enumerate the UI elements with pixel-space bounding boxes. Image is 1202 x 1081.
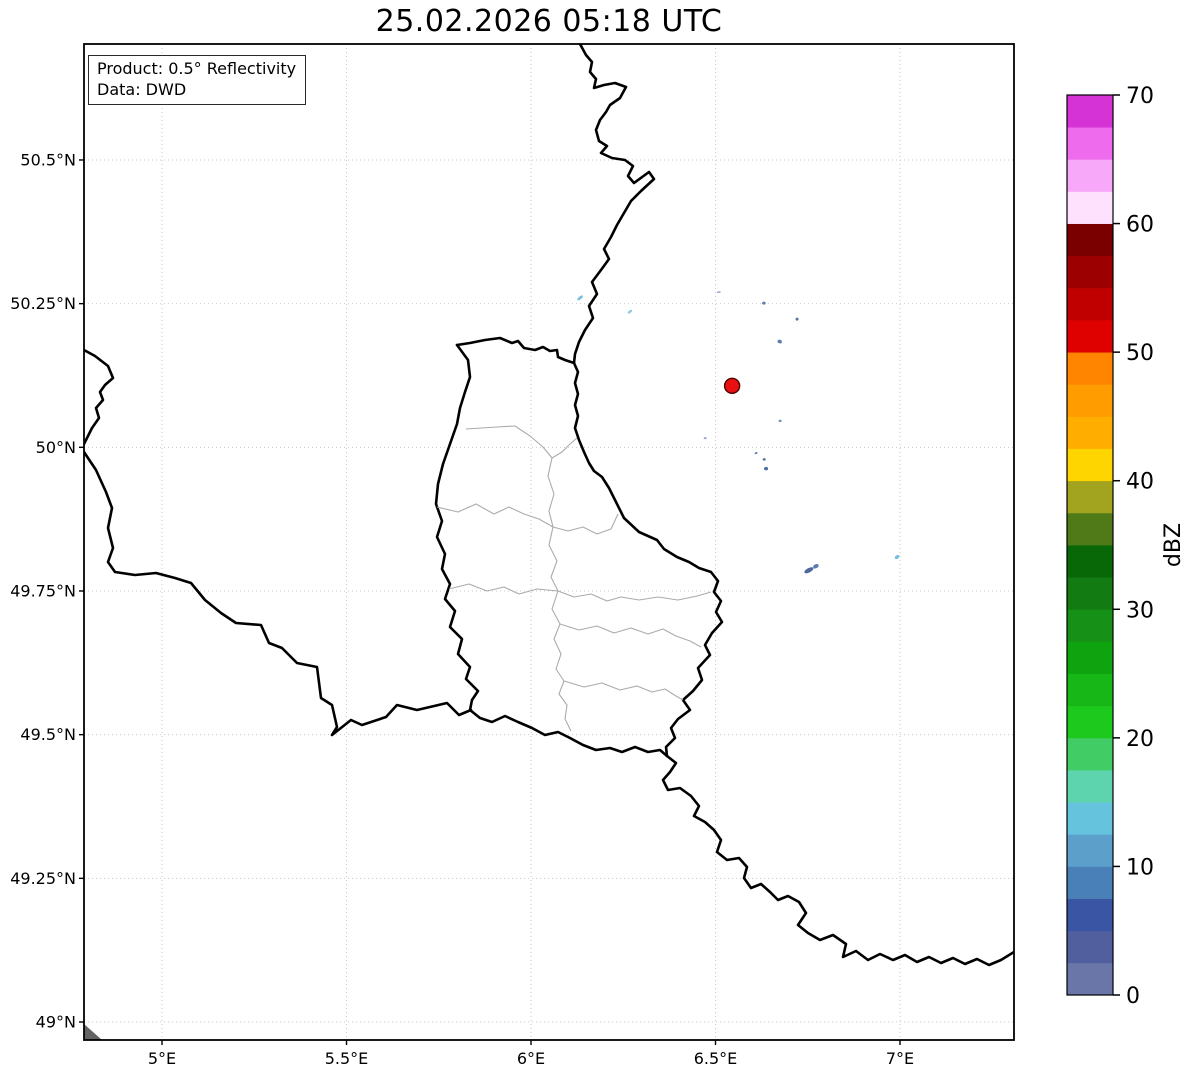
radar-echo	[577, 295, 583, 301]
colorbar-segment	[1067, 448, 1113, 482]
colorbar-segment	[1067, 191, 1113, 224]
radar-echo	[764, 466, 769, 471]
border-luxembourg-west	[434, 343, 480, 712]
colorbar-segment	[1067, 512, 1113, 546]
colorbar-segment	[1067, 833, 1113, 867]
colorbar-segment	[1067, 223, 1113, 257]
radar-echo	[754, 451, 758, 455]
radar-echo	[627, 309, 632, 314]
radar-echo	[804, 567, 814, 574]
radar-station-marker	[723, 377, 741, 395]
y-tick-label: 49.25°N	[10, 869, 76, 888]
border-france-belgium	[84, 450, 473, 737]
colorbar-segment	[1067, 544, 1113, 578]
map-corner-wedge	[84, 1024, 102, 1040]
border-luxembourg-east	[572, 361, 724, 758]
radar-echo	[778, 419, 782, 423]
x-tick-label: 6.5°E	[694, 1049, 738, 1068]
product-annotation-line2: Data: DWD	[97, 80, 187, 99]
colorbar-segment	[1067, 94, 1113, 128]
colorbar-segment	[1067, 383, 1113, 417]
border-givet-salient	[84, 348, 115, 446]
colorbar-segment	[1067, 255, 1113, 289]
graticule-gridlines	[84, 44, 1014, 1040]
colorbar-outline	[1066, 94, 1114, 996]
colorbar-segment	[1067, 898, 1113, 932]
colorbar-segment	[1067, 126, 1113, 160]
colorbar-segment	[1067, 737, 1113, 771]
colorbar: 0 10 20 30 40 50 60 70 dBZ	[1066, 84, 1186, 1009]
y-tick-label: 49.5°N	[20, 725, 76, 744]
border-france-germany	[661, 754, 1014, 967]
colorbar-segment	[1067, 962, 1113, 996]
canton-borders	[436, 425, 712, 732]
y-tick-label: 50.5°N	[20, 150, 76, 169]
colorbar-segment	[1067, 608, 1113, 642]
x-tick-label: 7°E	[886, 1049, 914, 1068]
radar-echo	[703, 437, 707, 440]
x-tick-label: 5°E	[148, 1049, 176, 1068]
border-luxembourg-north	[455, 336, 576, 365]
colorbar-tick-label: 50	[1126, 341, 1154, 366]
colorbar-tick-label: 70	[1126, 84, 1154, 109]
colorbar-tick-label: 40	[1126, 470, 1154, 495]
colorbar-segment	[1067, 673, 1113, 707]
radar-echo	[716, 291, 721, 294]
colorbar-tick-label: 10	[1126, 855, 1154, 880]
radar-echo	[795, 317, 799, 321]
colorbar-unit-label: dBZ	[1161, 523, 1186, 567]
colorbar-segment	[1067, 866, 1113, 899]
axis-layer: 5°E 5.5°E 6°E 6.5°E 7°E 50.5°N 50.25°N 50°N 49.7…	[10, 150, 914, 1068]
border-luxembourg-south	[468, 708, 669, 758]
colorbar-segment	[1067, 158, 1113, 192]
y-tick-label: 49°N	[36, 1013, 76, 1032]
radar-station-layer	[723, 377, 741, 395]
y-tick-label: 50.25°N	[10, 294, 76, 313]
colorbar-segment	[1067, 576, 1113, 610]
radar-echo	[894, 555, 900, 560]
colorbar-segment	[1067, 351, 1113, 385]
colorbar-tick-label: 0	[1126, 984, 1140, 1009]
colorbar-segment	[1067, 416, 1113, 449]
map-frame	[83, 43, 1015, 1041]
y-tick-label: 50°N	[36, 438, 76, 457]
radar-echo	[762, 458, 766, 461]
radar-echo	[813, 564, 819, 569]
border-belgium-germany	[572, 44, 656, 365]
x-tick-label: 5.5°E	[325, 1049, 369, 1068]
radar-echo	[762, 301, 766, 305]
x-tick-label: 6°E	[517, 1049, 545, 1068]
radar-echo	[777, 339, 782, 344]
colorbar-segment	[1067, 287, 1113, 321]
country-borders	[84, 44, 1014, 967]
colorbar-segment	[1067, 930, 1113, 964]
plot-title: 25.02.2026 05:18 UTC	[375, 4, 723, 39]
colorbar-tick-label: 20	[1126, 727, 1154, 752]
colorbar-segment	[1067, 319, 1113, 353]
colorbar-segment	[1067, 641, 1113, 674]
product-annotation-box: Product: 0.5° Reflectivity Data: DWD	[88, 55, 307, 105]
colorbar-segment	[1067, 769, 1113, 803]
y-tick-label: 49.75°N	[10, 581, 76, 600]
radar-echo-layer	[577, 291, 900, 574]
colorbar-segment	[1067, 801, 1113, 835]
colorbar-tick-label: 30	[1126, 598, 1154, 623]
colorbar-tick-label: 60	[1126, 213, 1154, 238]
colorbar-segment	[1067, 705, 1113, 739]
colorbar-segment	[1067, 480, 1113, 514]
product-annotation-line1: Product: 0.5° Reflectivity	[97, 59, 297, 78]
